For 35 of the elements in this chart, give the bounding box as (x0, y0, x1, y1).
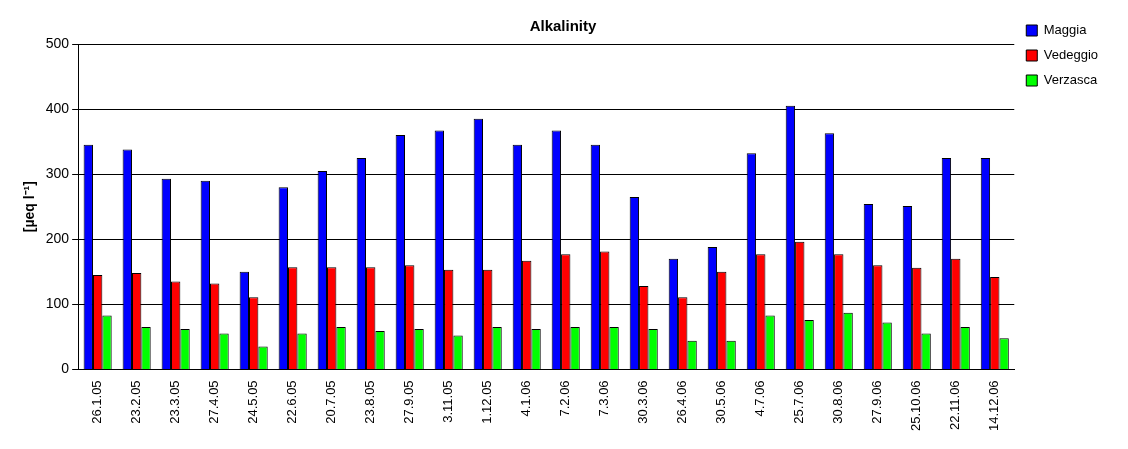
chart-title: Alkalinity (529, 17, 597, 35)
x-tick-label: 30.5.06 (713, 380, 729, 424)
x-tick-label: 26.4.06 (674, 380, 690, 424)
x-tick-label: 26.1.05 (89, 380, 105, 424)
x-tick-label: 3.11.05 (440, 380, 456, 423)
x-tick-label: 24.5.05 (245, 380, 261, 424)
x-tick-label: 27.9.06 (869, 380, 885, 424)
x-tick-label: 30.3.06 (635, 380, 651, 424)
x-tick-label: 25.7.06 (791, 380, 807, 424)
x-tick-label: 4.7.06 (752, 380, 768, 417)
y-tick-label: 100 (45, 295, 70, 312)
legend-label: Verzasca (1043, 72, 1099, 88)
x-tick-label: 27.4.05 (206, 380, 222, 424)
legend-label: Maggia (1043, 22, 1088, 38)
x-tick-label: 14.12.06 (986, 380, 1002, 432)
y-tick-label: 300 (45, 165, 70, 182)
y-tick-label: 400 (45, 99, 70, 116)
x-tick-label: 22.6.05 (284, 380, 300, 424)
x-tick-label: 7.3.06 (596, 380, 612, 417)
y-tick-label: 0 (61, 360, 70, 377)
x-tick-label: 4.1.06 (518, 380, 534, 417)
x-tick-label: 20.7.05 (323, 380, 339, 424)
x-tick-label: 23.2.05 (128, 380, 144, 424)
x-tick-label: 1.12.05 (479, 380, 495, 424)
legend-label: Vedeggio (1043, 47, 1099, 63)
x-tick-label: 27.9.05 (401, 380, 417, 424)
y-tick-label: 200 (45, 230, 70, 247)
y-axis-title: [µeq l⁻¹] (21, 181, 38, 233)
x-tick-label: 23.8.05 (362, 380, 378, 424)
x-tick-label: 30.8.06 (830, 380, 846, 424)
x-tick-label: 23.3.05 (167, 380, 183, 424)
x-tick-label: 7.2.06 (557, 380, 573, 417)
x-tick-label: 25.10.06 (908, 380, 924, 432)
y-tick-label: 500 (45, 34, 70, 51)
x-tick-label: 22.11.06 (947, 380, 963, 431)
